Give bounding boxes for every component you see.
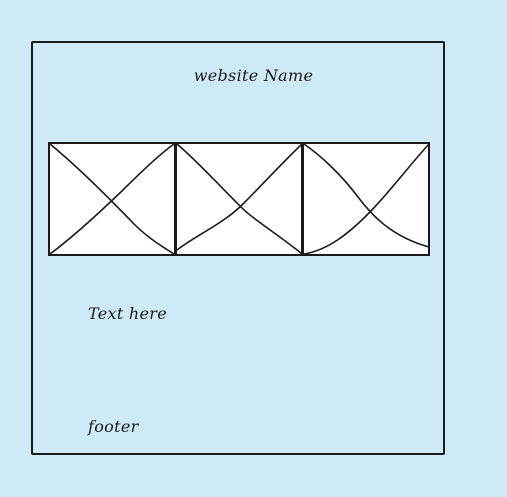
image-placeholder-cross-line	[176, 143, 303, 255]
image-placeholder-1[interactable]	[48, 142, 176, 256]
image-placeholder-cross-line	[176, 143, 303, 251]
image-placeholder-cross-line	[49, 143, 175, 255]
page-frame	[31, 41, 445, 455]
image-placeholder-icon	[48, 142, 176, 256]
footer-text: footer	[88, 417, 139, 436]
image-placeholder-2[interactable]	[175, 142, 303, 256]
image-gallery	[48, 142, 431, 257]
image-placeholder-cross-line	[303, 143, 430, 248]
image-placeholder-cross-line	[49, 143, 175, 255]
image-placeholder-icon	[302, 142, 430, 256]
site-name: website Name	[193, 66, 314, 85]
image-placeholder-cross-line	[303, 143, 430, 255]
image-gallery-svg	[48, 142, 430, 256]
image-placeholder-3[interactable]	[302, 142, 430, 256]
body-text: Text here	[88, 304, 168, 323]
